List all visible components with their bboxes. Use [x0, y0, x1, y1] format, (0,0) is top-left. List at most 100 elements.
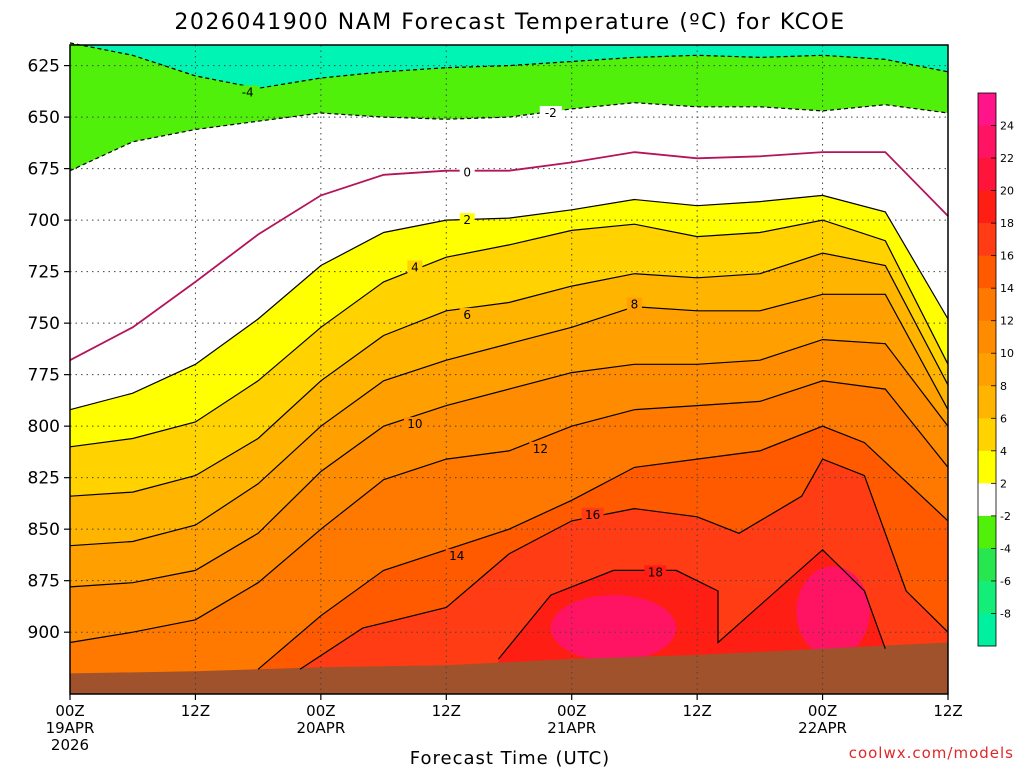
- y-axis: 625 650 675 700 725 750 775 800 825 850 875 900: [28, 57, 70, 643]
- x-tick-label: 2026: [51, 736, 89, 754]
- contour-label: 10: [407, 417, 422, 431]
- colorbar-band: [978, 483, 996, 517]
- x-tick-label: 22APR: [798, 719, 847, 737]
- colorbar-band: [978, 190, 996, 224]
- y-tick-label: 775: [28, 366, 60, 386]
- x-tick-label: 12Z: [432, 702, 461, 720]
- colorbar-label: 22: [1000, 152, 1014, 165]
- x-tick-label: 19APR: [46, 719, 95, 737]
- contour-label: 6: [463, 308, 471, 322]
- colorbar-band: [978, 93, 996, 127]
- contour-label-bg: [445, 548, 468, 563]
- contour-label: 12: [533, 442, 548, 456]
- contour-label: 0: [463, 166, 471, 180]
- contour-label-bg: [626, 297, 642, 312]
- colorbar-band: [978, 320, 996, 354]
- y-tick-label: 625: [28, 57, 60, 77]
- x-tick-label: 21APR: [547, 719, 596, 737]
- credit-text: coolwx.com/models: [849, 744, 1014, 762]
- x-axis-title: Forecast Time (UTC): [410, 748, 610, 768]
- contour-label-bg: [539, 105, 562, 120]
- colorbar-label: 18: [1000, 217, 1014, 230]
- contour-label: 4: [411, 261, 419, 275]
- contour-line--2: [69, 102, 949, 172]
- colorbar-band: [978, 158, 996, 192]
- contours: [69, 42, 949, 670]
- contour-label-bg: [236, 85, 259, 100]
- colorbar-band: [978, 255, 996, 289]
- colorbar-label: 14: [1000, 282, 1014, 295]
- colorbar-band: [978, 223, 996, 257]
- y-tick-label: 800: [28, 417, 60, 437]
- terrain: [70, 642, 948, 694]
- contour-line-10: [69, 338, 949, 588]
- terrain-fill: [70, 642, 948, 694]
- y-tick-label: 875: [28, 572, 60, 592]
- x-tick-label: 00Z: [808, 702, 837, 720]
- x-tick-label: 00Z: [557, 702, 586, 720]
- contour-label: 8: [631, 298, 639, 312]
- contour-line-12: [69, 380, 949, 644]
- colorbar-label: 10: [1000, 347, 1014, 360]
- contour-label: -2: [545, 106, 557, 120]
- contour-label: 18: [648, 565, 663, 579]
- colorbar-frame: [977, 92, 997, 647]
- y-tick-label: 825: [28, 469, 60, 489]
- y-tick-label: 750: [28, 314, 60, 334]
- x-tick-label: 00Z: [306, 702, 335, 720]
- colorbar-band: [978, 450, 996, 484]
- plot-frame: [69, 44, 949, 695]
- colorbar-band: [978, 125, 996, 159]
- contour-line-0: [69, 151, 949, 361]
- y-tick-label: 675: [28, 160, 60, 180]
- contour-line-14: [257, 425, 949, 670]
- contour-label: 16: [585, 508, 600, 522]
- y-tick-label: 700: [28, 211, 60, 231]
- contour-line-2: [69, 194, 949, 411]
- x-tick-label: 12Z: [682, 702, 711, 720]
- y-tick-label: 650: [28, 108, 60, 128]
- colorbar-label: -2: [1000, 510, 1011, 523]
- contour-label-bg: [459, 213, 475, 228]
- colorbar-label: -6: [1000, 575, 1011, 588]
- contour-line-4: [69, 219, 949, 448]
- contour-line-16: [299, 458, 949, 670]
- contour-label-bg: [403, 417, 426, 432]
- x-tick-label: 20APR: [296, 719, 345, 737]
- colorbar-band: [978, 515, 996, 549]
- colorbar-band: [978, 353, 996, 387]
- y-tick-label: 850: [28, 520, 60, 540]
- chart-title: 2026041900 NAM Forecast Temperature (ºC)…: [174, 10, 845, 35]
- colorbar-label: 4: [1000, 445, 1007, 458]
- contour-label-bg: [644, 565, 667, 580]
- temperature-field: [70, 42, 949, 695]
- contour-label-bg: [581, 507, 604, 522]
- colorbar-label: -4: [1000, 542, 1011, 555]
- colorbar-label: 24: [1000, 120, 1014, 133]
- y-tick-label: 725: [28, 263, 60, 283]
- colorbar-band: [978, 613, 996, 647]
- colorbar-band: [978, 548, 996, 582]
- x-tick-label: 00Z: [55, 702, 84, 720]
- colorbar-label: 2: [1000, 477, 1007, 490]
- colorbar-band: [978, 288, 996, 322]
- colorbar-band: [978, 385, 996, 419]
- x-tick-label: 12Z: [933, 702, 962, 720]
- contour-label-bg: [459, 165, 475, 180]
- warm-core-2: [796, 566, 870, 657]
- contour-line-8: [69, 293, 949, 547]
- colorbar-band: [978, 580, 996, 614]
- colorbar-band: [978, 418, 996, 452]
- contour-line-6: [69, 252, 949, 497]
- colorbar-label: 16: [1000, 250, 1014, 263]
- colorbar-label: 6: [1000, 412, 1007, 425]
- colorbar-label: 8: [1000, 380, 1007, 393]
- contour-label: 14: [449, 549, 464, 563]
- contour-label: 2: [463, 213, 471, 227]
- x-tick-label: 12Z: [181, 702, 210, 720]
- contour-label-bg: [459, 307, 475, 322]
- contour-label: -4: [242, 85, 254, 99]
- contour-label-bg: [529, 441, 552, 456]
